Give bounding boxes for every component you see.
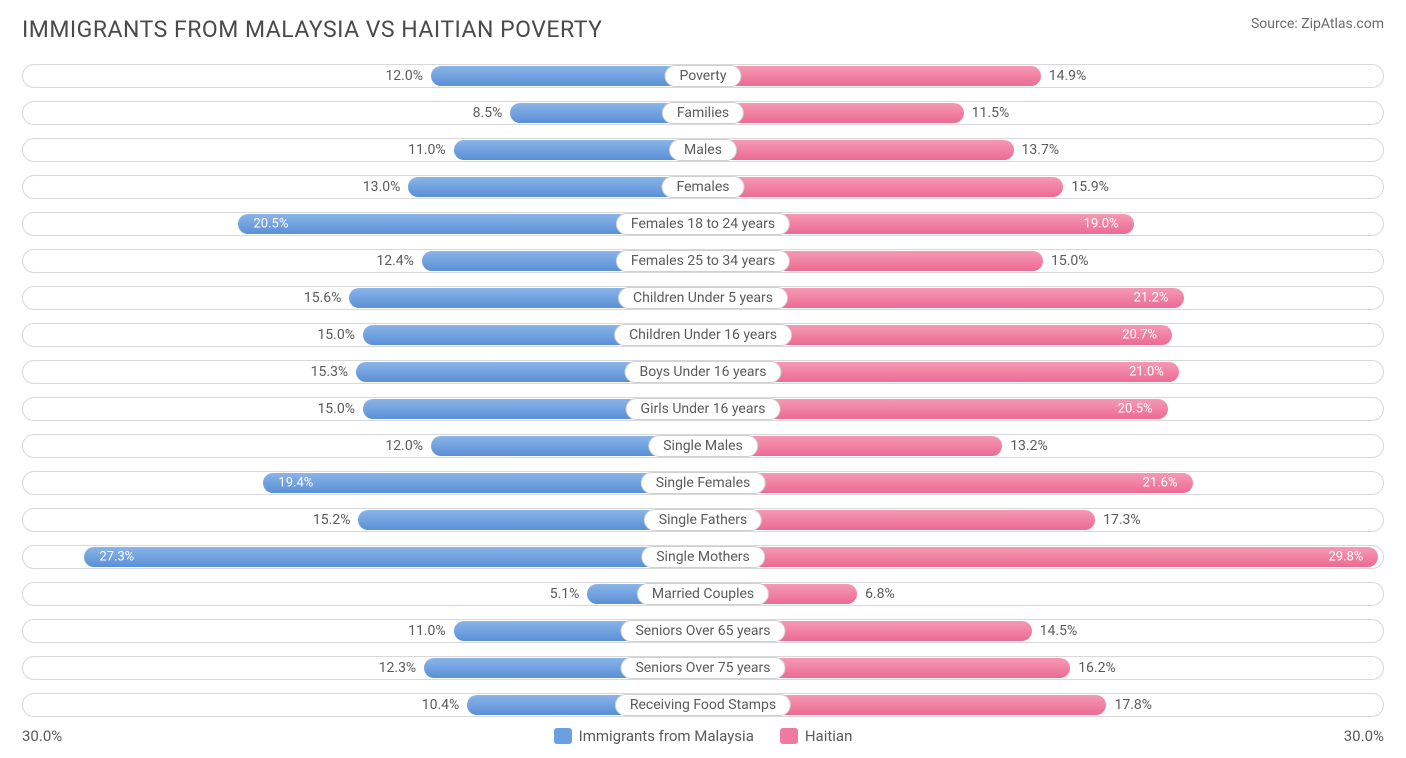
value-label-right: 11.5% (972, 105, 1010, 121)
value-label-left: 12.0% (385, 68, 423, 84)
value-label-right: 17.8% (1114, 697, 1152, 713)
value-label-left: 15.2% (313, 512, 351, 528)
chart-row: 11.0% 13.7% Males (22, 135, 1384, 165)
bar-left (454, 140, 703, 160)
value-label-right: 14.9% (1049, 68, 1087, 84)
bar-right (703, 66, 1041, 86)
chart-row: 15.0% 20.7% Children Under 16 years (22, 320, 1384, 350)
chart-row: 13.0% 15.9% Females (22, 172, 1384, 202)
value-label-left: 15.0% (317, 401, 355, 417)
value-label-right: 21.6% (1143, 476, 1178, 491)
chart-row: 19.4% 21.6% Single Females (22, 468, 1384, 498)
value-label-right: 21.2% (1134, 291, 1169, 306)
chart-row: 12.4% 15.0% Females 25 to 34 years (22, 246, 1384, 276)
value-label-left: 12.3% (379, 660, 417, 676)
chart-row: 10.4% 17.8% Receiving Food Stamps (22, 690, 1384, 720)
category-label: Girls Under 16 years (626, 398, 781, 420)
bar-right (703, 547, 1378, 567)
chart-row: 27.3% 29.8% Single Mothers (22, 542, 1384, 572)
chart-row: 15.3% 21.0% Boys Under 16 years (22, 357, 1384, 387)
value-label-right: 29.8% (1328, 550, 1363, 565)
source-name: ZipAtlas.com (1301, 16, 1384, 32)
chart-area: 12.0%14.9%Poverty8.5%11.5%Families11.0%1… (22, 61, 1384, 720)
category-label: Single Fathers (644, 509, 762, 531)
category-label: Females 25 to 34 years (616, 250, 790, 272)
chart-row: 15.6% 21.2% Children Under 5 years (22, 283, 1384, 313)
category-label: Seniors Over 65 years (620, 620, 785, 642)
category-label: Receiving Food Stamps (615, 694, 791, 716)
chart-row: 12.3% 16.2% Seniors Over 75 years (22, 653, 1384, 683)
axis-left-max: 30.0% (22, 727, 62, 745)
category-label: Females 18 to 24 years (616, 213, 790, 235)
category-label: Single Males (648, 435, 758, 457)
chart-row: 8.5% 11.5% Families (22, 98, 1384, 128)
legend-item-right: Haitian (780, 727, 853, 745)
value-label-right: 20.5% (1118, 402, 1153, 417)
category-label: Seniors Over 75 years (620, 657, 785, 679)
chart-row: 15.0% 20.5% Girls Under 16 years (22, 394, 1384, 424)
bar-right (703, 177, 1063, 197)
value-label-right: 6.8% (865, 586, 895, 602)
value-label-left: 15.6% (304, 290, 342, 306)
value-label-left: 5.1% (550, 586, 580, 602)
legend-swatch-right (780, 728, 798, 744)
value-label-left: 10.4% (422, 697, 460, 713)
axis-right-max: 30.0% (1344, 727, 1384, 745)
value-label-left: 12.0% (385, 438, 423, 454)
chart-row: 12.0% 13.2% Single Males (22, 431, 1384, 461)
legend: Immigrants from Malaysia Haitian (554, 727, 853, 745)
category-label: Poverty (664, 65, 741, 87)
value-label-right: 21.0% (1129, 365, 1164, 380)
value-label-right: 15.9% (1071, 179, 1109, 195)
chart-source: Source: ZipAtlas.com (1251, 16, 1384, 32)
bar-left (84, 547, 703, 567)
chart-row: 15.2% 17.3% Single Fathers (22, 505, 1384, 535)
value-label-right: 13.7% (1022, 142, 1060, 158)
legend-swatch-left (554, 728, 572, 744)
value-label-right: 15.0% (1051, 253, 1089, 269)
category-label: Boys Under 16 years (624, 361, 781, 383)
value-label-left: 20.5% (253, 217, 288, 232)
category-label: Single Females (641, 472, 766, 494)
value-label-left: 15.0% (317, 327, 355, 343)
chart-row: 11.0% 14.5% Seniors Over 65 years (22, 616, 1384, 646)
bar-left (263, 473, 703, 493)
chart-row: 12.0% 14.9% Poverty (22, 61, 1384, 91)
value-label-right: 14.5% (1040, 623, 1078, 639)
category-label: Families (662, 102, 744, 124)
legend-item-left: Immigrants from Malaysia (554, 727, 754, 745)
legend-label-left: Immigrants from Malaysia (579, 727, 754, 745)
value-label-left: 13.0% (363, 179, 401, 195)
value-label-right: 17.3% (1103, 512, 1141, 528)
value-label-right: 16.2% (1078, 660, 1116, 676)
value-label-right: 19.0% (1084, 217, 1119, 232)
value-label-left: 8.5% (473, 105, 503, 121)
legend-label-right: Haitian (805, 727, 853, 745)
category-label: Females (662, 176, 745, 198)
value-label-right: 20.7% (1122, 328, 1157, 343)
category-label: Children Under 5 years (618, 287, 788, 309)
bar-left (408, 177, 703, 197)
category-label: Married Couples (637, 583, 769, 605)
value-label-left: 11.0% (408, 142, 446, 158)
value-label-right: 13.2% (1010, 438, 1048, 454)
value-label-left: 12.4% (376, 253, 414, 269)
chart-title: IMMIGRANTS FROM MALAYSIA VS HAITIAN POVE… (22, 16, 602, 43)
category-label: Males (669, 139, 737, 161)
chart-header: IMMIGRANTS FROM MALAYSIA VS HAITIAN POVE… (22, 16, 1384, 43)
value-label-left: 11.0% (408, 623, 446, 639)
category-label: Single Mothers (641, 546, 765, 568)
chart-footer: 30.0% Immigrants from Malaysia Haitian 3… (22, 727, 1384, 745)
value-label-left: 27.3% (99, 550, 134, 565)
bar-left (431, 66, 703, 86)
bar-right (703, 473, 1193, 493)
chart-row: 5.1% 6.8% Married Couples (22, 579, 1384, 609)
value-label-left: 19.4% (278, 476, 313, 491)
bar-right (703, 140, 1014, 160)
source-label: Source: (1251, 16, 1298, 32)
value-label-left: 15.3% (311, 364, 349, 380)
category-label: Children Under 16 years (614, 324, 792, 346)
bar-right (703, 510, 1095, 530)
chart-row: 20.5% 19.0% Females 18 to 24 years (22, 209, 1384, 239)
